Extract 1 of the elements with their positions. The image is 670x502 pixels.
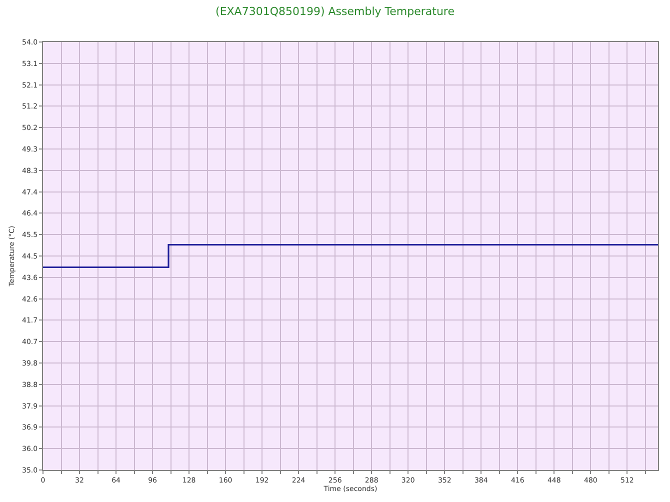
chart-title: (EXA7301Q850199) Assembly Temperature xyxy=(216,5,455,18)
